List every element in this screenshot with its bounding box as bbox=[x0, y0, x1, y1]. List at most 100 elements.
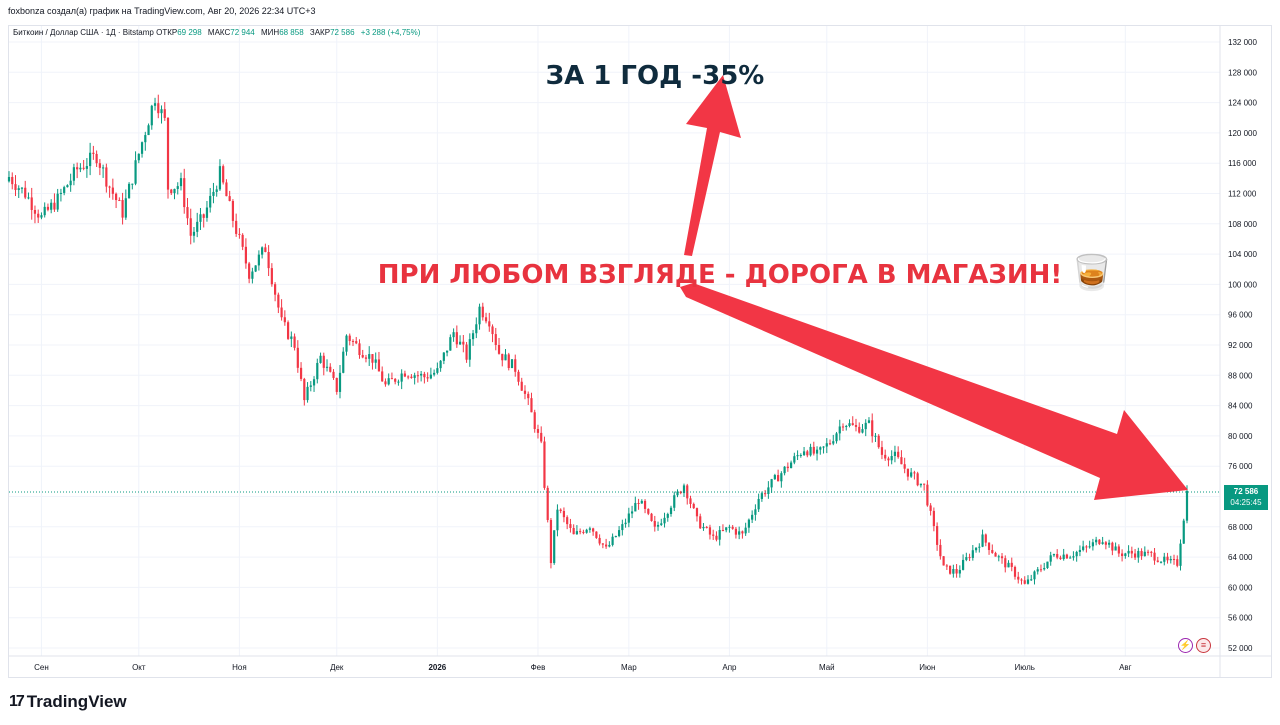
x-tick-label: Мар bbox=[621, 663, 637, 672]
candle-body bbox=[1185, 490, 1189, 521]
symbol-name: Биткоин / Доллар США · 1Д · Bitstamp bbox=[13, 28, 154, 37]
candle-body bbox=[854, 425, 858, 427]
candle-body bbox=[209, 195, 212, 208]
y-tick-label: 88 000 bbox=[1228, 371, 1253, 380]
candle-body bbox=[384, 381, 387, 385]
tradingview-logo[interactable]: 17 TradingView bbox=[9, 692, 127, 712]
candle-body bbox=[1169, 558, 1172, 561]
candle-body bbox=[131, 183, 134, 185]
candle-body bbox=[390, 378, 394, 380]
candle-body bbox=[991, 550, 994, 553]
whiskey-glass-icon: 🥃 bbox=[1071, 253, 1113, 292]
candle-body bbox=[186, 207, 189, 219]
candle-body bbox=[238, 233, 241, 235]
candle-body bbox=[140, 142, 144, 154]
candle-body bbox=[202, 214, 205, 218]
candle-body bbox=[926, 484, 929, 506]
us-flag-icon[interactable]: ≡ bbox=[1196, 638, 1211, 653]
candle-body bbox=[43, 206, 46, 216]
candle-body bbox=[1017, 576, 1020, 580]
candle-body bbox=[436, 368, 439, 373]
candle-body bbox=[624, 522, 627, 525]
candle-body bbox=[267, 251, 270, 269]
candle-body bbox=[1000, 556, 1004, 559]
candle-body bbox=[92, 152, 95, 154]
candle-body bbox=[501, 353, 504, 361]
candle-body bbox=[264, 247, 267, 252]
candle-body bbox=[111, 187, 114, 194]
brand-name: TradingView bbox=[26, 692, 127, 711]
candle-body bbox=[932, 510, 935, 527]
candle-body bbox=[299, 367, 303, 379]
candle-body bbox=[861, 429, 864, 433]
close-label: ЗАКР bbox=[309, 28, 331, 37]
candle-body bbox=[410, 376, 413, 378]
candle-body bbox=[653, 520, 656, 527]
x-tick-label: Июн bbox=[919, 663, 935, 672]
candle-body bbox=[293, 336, 296, 348]
candle-body bbox=[322, 355, 325, 368]
candle-body bbox=[968, 557, 971, 559]
candle-body bbox=[189, 218, 192, 236]
candle-body bbox=[11, 176, 14, 185]
candle-body bbox=[1143, 551, 1146, 557]
candle-body bbox=[468, 339, 471, 360]
x-tick-label: Авг bbox=[1119, 663, 1132, 672]
chart-frame[interactable] bbox=[8, 25, 1272, 678]
candle-body bbox=[50, 202, 53, 210]
candle-body bbox=[640, 500, 643, 504]
candle-body bbox=[231, 200, 235, 221]
candle-body bbox=[897, 451, 900, 458]
candle-body bbox=[257, 254, 260, 266]
candle-body bbox=[1127, 550, 1130, 554]
candle-body bbox=[601, 543, 604, 545]
candle-body bbox=[559, 509, 562, 511]
candle-body bbox=[118, 200, 121, 202]
candle-body bbox=[478, 306, 481, 325]
candle-body bbox=[452, 332, 455, 338]
candle-body bbox=[303, 378, 306, 401]
lightning-icon[interactable]: ⚡ bbox=[1178, 638, 1193, 653]
candle-body bbox=[611, 536, 614, 545]
candle-body bbox=[241, 234, 244, 247]
candle-body bbox=[423, 373, 426, 378]
candle-body bbox=[442, 352, 445, 361]
candle-body bbox=[994, 552, 997, 557]
candle-body bbox=[30, 197, 33, 210]
candle-body bbox=[1052, 554, 1056, 556]
candle-body bbox=[196, 221, 199, 232]
candle-body bbox=[562, 510, 566, 518]
candle-body bbox=[812, 446, 815, 454]
candle-body bbox=[549, 519, 553, 564]
candle-body bbox=[903, 464, 906, 469]
y-tick-label: 60 000 bbox=[1228, 583, 1253, 592]
candle-body bbox=[773, 475, 776, 480]
up-arrow bbox=[684, 75, 741, 256]
candle-body bbox=[1182, 520, 1185, 544]
candle-body bbox=[1137, 550, 1140, 558]
candle-body bbox=[942, 556, 945, 566]
candle-body bbox=[1039, 569, 1043, 571]
candle-body bbox=[416, 375, 419, 377]
candle-body bbox=[958, 569, 961, 574]
candle-body bbox=[309, 385, 312, 387]
candle-body bbox=[643, 500, 647, 509]
candle-body bbox=[770, 479, 773, 488]
candle-body bbox=[569, 524, 572, 528]
candle-body bbox=[936, 526, 939, 545]
candle-body bbox=[420, 373, 423, 376]
candle-body bbox=[59, 192, 63, 194]
candle-body bbox=[20, 187, 24, 189]
candle-body bbox=[884, 454, 887, 459]
candle-body bbox=[848, 423, 851, 426]
middle-annotation: ПРИ ЛЮБОМ ВЗГЛЯДЕ - ДОРОГА В МАГАЗИН! bbox=[378, 260, 1062, 290]
candle-body bbox=[598, 537, 601, 544]
candle-body bbox=[764, 493, 767, 495]
current-price-badge: 72 586 04:25:45 bbox=[1224, 485, 1268, 510]
candle-body bbox=[605, 544, 608, 547]
candle-body bbox=[1036, 569, 1039, 572]
candle-body bbox=[949, 565, 952, 574]
candle-body bbox=[786, 466, 789, 469]
candle-body bbox=[939, 544, 942, 557]
